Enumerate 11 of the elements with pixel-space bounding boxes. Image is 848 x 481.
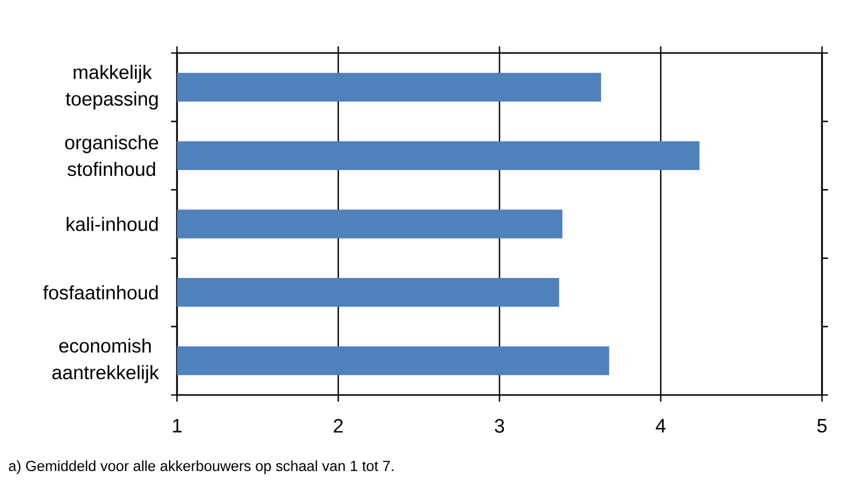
x-tick-label: 2 [334,419,343,433]
y-tick-label: fosfaatinhoud [43,285,158,300]
y-tick-label: organische stofinhoud [65,135,158,176]
text: a) Gemiddeld voor alle akkerbouwers op schaal van 1 tot 7. [8,460,394,474]
x-tick-label: 3 [494,419,504,433]
y-tick-label: economish aantrekkelijk [52,338,159,384]
x-tick-label: 4 [656,419,666,432]
x-tick-label: 5 [817,419,827,433]
y-tick-label: kali-inhoud [66,216,158,232]
y-tick-label: makkelijk toepassing [66,64,158,110]
x-tick-label: 1 [173,419,182,432]
